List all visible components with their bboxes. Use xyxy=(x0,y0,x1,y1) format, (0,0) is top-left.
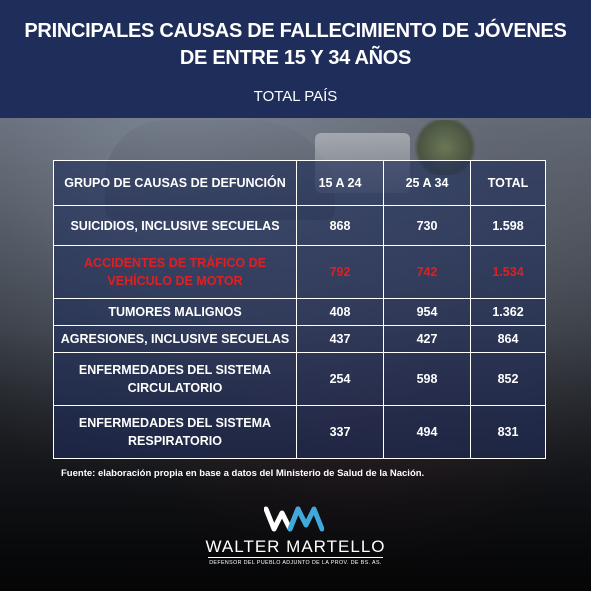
value-total-cell: 864 xyxy=(470,325,546,353)
table-row: ENFERMEDADES DEL SISTEMA CIRCULATORIO 254… xyxy=(53,352,546,406)
logo-tagline: DEFENSOR DEL PUEBLO ADJUNTO DE LA PROV. … xyxy=(209,560,382,566)
table-row: SUICIDIOS, INCLUSIVE SECUELAS 868 730 1.598 xyxy=(53,205,546,246)
value-15-24-cell: 408 xyxy=(296,298,384,326)
page-subtitle: TOTAL PAÍS xyxy=(253,88,338,105)
value-25-34-cell: 427 xyxy=(383,325,471,353)
value-total-cell: 1.362 xyxy=(470,298,546,326)
cause-cell: ENFERMEDADES DEL SISTEMA RESPIRATORIO xyxy=(53,405,297,459)
value-15-24-cell: 337 xyxy=(296,405,384,459)
table-row: TUMORES MALIGNOS 408 954 1.362 xyxy=(53,298,546,326)
table-row: ACCIDENTES DE TRÁFICO DE VEHÍCULO DE MOT… xyxy=(53,245,546,299)
value-15-24-cell: 792 xyxy=(296,245,384,299)
table-row: ENFERMEDADES DEL SISTEMA RESPIRATORIO 337… xyxy=(53,405,546,459)
value-25-34-cell: 730 xyxy=(383,205,471,246)
column-header-cause: GRUPO DE CAUSAS DE DEFUNCIÓN xyxy=(53,160,297,206)
value-total-cell: 831 xyxy=(470,405,546,459)
table-body: SUICIDIOS, INCLUSIVE SECUELAS 868 730 1.598… xyxy=(53,205,546,459)
value-15-24-cell: 437 xyxy=(296,325,384,353)
column-header-15-24: 15 A 24 xyxy=(296,160,384,206)
value-25-34-cell: 598 xyxy=(383,352,471,406)
cause-cell: AGRESIONES, INCLUSIVE SECUELAS xyxy=(53,325,297,353)
column-header-25-34: 25 A 34 xyxy=(383,160,471,206)
table-row: AGRESIONES, INCLUSIVE SECUELAS 437 427 864 xyxy=(53,325,546,353)
title-line-2: DE ENTRE 15 Y 34 AÑOS xyxy=(179,47,412,69)
value-25-34-cell: 954 xyxy=(383,298,471,326)
source-footnote: Fuente: elaboración propia en base a dat… xyxy=(61,468,425,479)
cause-cell: TUMORES MALIGNOS xyxy=(53,298,297,326)
title-line-1: PRINCIPALES CAUSAS DE FALLECIMIENTO DE J… xyxy=(24,20,567,42)
cause-cell: ENFERMEDADES DEL SISTEMA CIRCULATORIO xyxy=(53,352,297,406)
header-banner: PRINCIPALES CAUSAS DE FALLECIMIENTO DE J… xyxy=(0,0,591,118)
value-15-24-cell: 254 xyxy=(296,352,384,406)
page-title: PRINCIPALES CAUSAS DE FALLECIMIENTO DE J… xyxy=(0,18,591,72)
value-25-34-cell: 742 xyxy=(383,245,471,299)
value-total-cell: 1.534 xyxy=(470,245,546,299)
logo-divider xyxy=(208,557,383,558)
cause-cell: SUICIDIOS, INCLUSIVE SECUELAS xyxy=(53,205,297,246)
logo-wm-icon xyxy=(264,506,324,532)
value-25-34-cell: 494 xyxy=(383,405,471,459)
column-header-total: TOTAL xyxy=(470,160,546,206)
logo-name: WALTER MARTELLO xyxy=(205,537,386,556)
causes-table: GRUPO DE CAUSAS DE DEFUNCIÓN 15 A 24 25 … xyxy=(53,160,546,459)
value-total-cell: 852 xyxy=(470,352,546,406)
value-total-cell: 1.598 xyxy=(470,205,546,246)
value-15-24-cell: 868 xyxy=(296,205,384,246)
cause-cell: ACCIDENTES DE TRÁFICO DE VEHÍCULO DE MOT… xyxy=(53,245,297,299)
table-header-row: GRUPO DE CAUSAS DE DEFUNCIÓN 15 A 24 25 … xyxy=(53,160,546,206)
